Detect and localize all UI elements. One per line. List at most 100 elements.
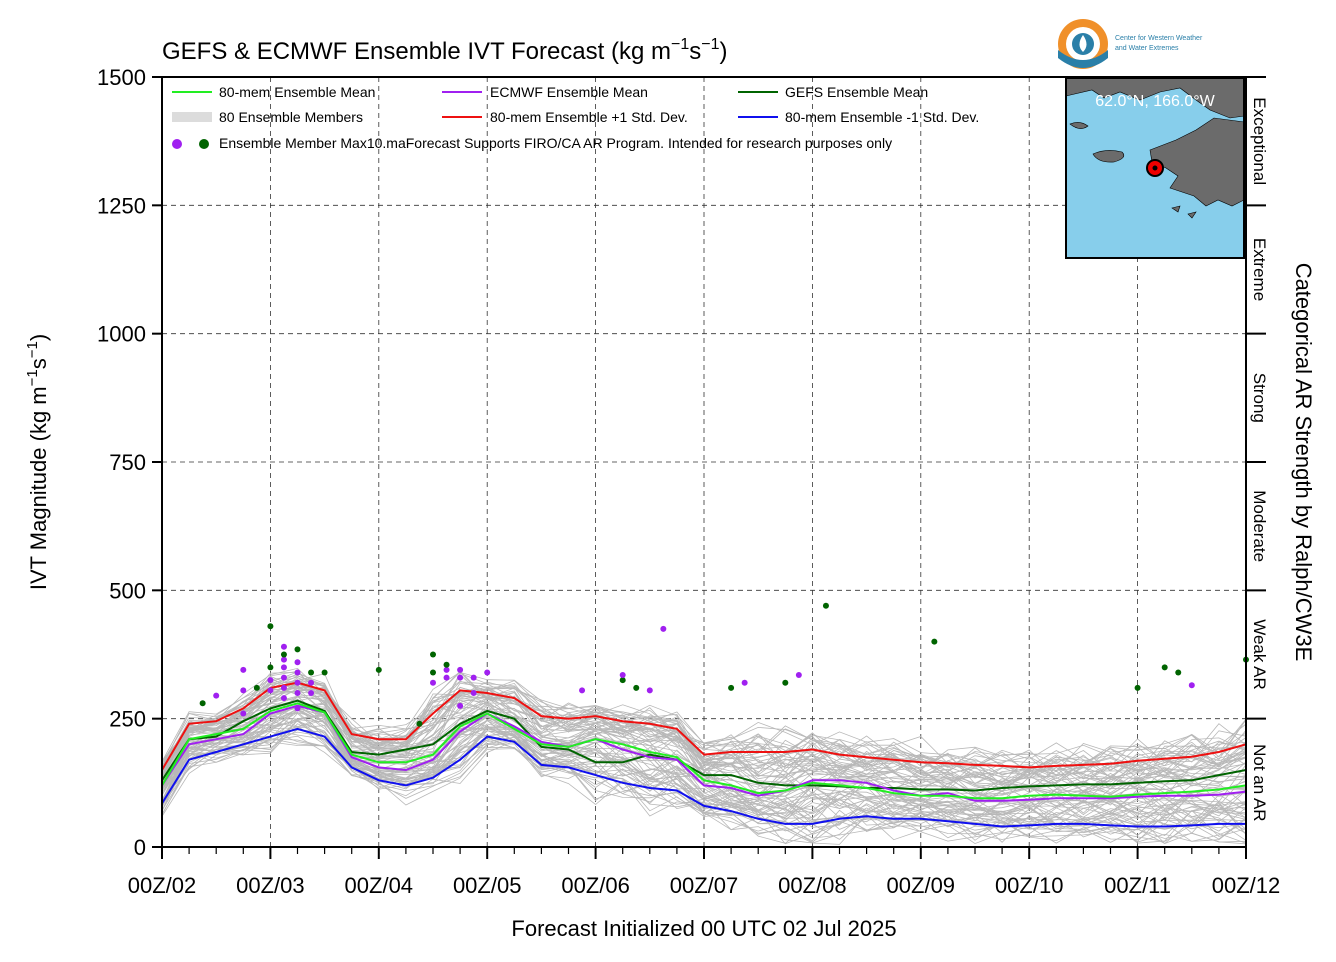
category-label: Moderate: [1250, 490, 1269, 562]
x-tick-label: 00Z/03: [236, 873, 305, 898]
member-max-point-ecmwf: [240, 687, 247, 694]
x-tick-label: 00Z/10: [995, 873, 1064, 898]
member-max-point-gefs: [1134, 684, 1141, 691]
legend-label-ecmwf-mean: ECMWF Ensemble Mean: [490, 84, 648, 100]
legend-label-ens-mean: 80-mem Ensemble Mean: [219, 84, 375, 100]
logo-text-line2: and Water Extremes: [1115, 45, 1179, 52]
x-tick-label: 00Z/02: [128, 873, 197, 898]
member-max-point-ecmwf: [484, 669, 491, 676]
legend-max-dot-ecmwf: [172, 139, 182, 149]
cw3e-logo: Center for Western Weather and Water Ext…: [1058, 19, 1203, 69]
ensemble-member-line: [161, 719, 1247, 836]
member-max-point-ecmwf: [1188, 682, 1195, 689]
member-max-point-ecmwf: [579, 687, 586, 694]
series-line-ens-mean: [161, 702, 1247, 800]
x-axis-label: Forecast Initialized 00 UTC 02 Jul 2025: [511, 916, 896, 941]
member-max-point-ecmwf: [240, 710, 247, 717]
legend-label-max: Ensemble Member Max10.maForecast Support…: [219, 135, 892, 151]
x-tick-label: 00Z/06: [561, 873, 630, 898]
member-max-point-ecmwf: [294, 669, 301, 676]
member-max-point-ecmwf: [294, 690, 301, 696]
member-max-point-gefs: [822, 602, 829, 609]
series-lines: [161, 681, 1247, 828]
ensemble-member-line: [161, 725, 1247, 844]
member-max-point-ecmwf: [280, 684, 287, 691]
member-max-point-ecmwf: [294, 679, 301, 686]
member-max-point-gefs: [375, 666, 382, 673]
ensemble-member-line: [161, 703, 1247, 805]
member-max-point-ecmwf: [795, 672, 802, 679]
member-max-point-gefs: [280, 651, 287, 658]
member-max-point-ecmwf: [457, 674, 464, 681]
member-max-point-ecmwf: [280, 695, 287, 702]
member-max-point-gefs: [931, 638, 938, 645]
legend: 80-mem Ensemble Mean ECMWF Ensemble Mean…: [172, 84, 979, 151]
legend-label-gefs-mean: GEFS Ensemble Mean: [785, 84, 928, 100]
ensemble-member-line: [161, 738, 1247, 844]
legend-label-members: 80 Ensemble Members: [219, 109, 363, 125]
category-label: Weak AR: [1250, 619, 1269, 690]
member-max-point-ecmwf: [457, 666, 464, 673]
legend-max-dot-gefs: [199, 139, 209, 149]
member-max-point-ecmwf: [280, 664, 287, 671]
member-max-point-ecmwf: [280, 643, 287, 650]
ensemble-member-line: [161, 677, 1247, 779]
legend-label-plus-sd: 80-mem Ensemble +1 Std. Dev.: [490, 109, 688, 125]
member-max-point-gefs: [1175, 669, 1182, 676]
member-max-point-gefs: [430, 651, 436, 658]
y-tick-label: 750: [109, 450, 146, 475]
member-max-point-ecmwf: [294, 705, 301, 712]
member-max-point-gefs: [267, 623, 274, 630]
member-max-point-ecmwf: [470, 690, 477, 696]
member-max-point-ecmwf: [470, 674, 477, 681]
category-axis: Not an AR Weak AR Moderate Strong Extreme Exc…: [1246, 76, 1269, 822]
x-tick-label: 00Z/08: [778, 873, 847, 898]
member-max-point-gefs: [1161, 664, 1168, 671]
ensemble-member-line: [161, 682, 1247, 779]
x-tick-label: 00Z/12: [1212, 873, 1281, 898]
member-max-point-ecmwf: [280, 656, 287, 663]
member-max-point-ecmwf: [430, 679, 436, 686]
ensemble-member-line: [161, 679, 1247, 787]
member-max-point-ecmwf: [646, 687, 653, 694]
member-max-point-ecmwf: [660, 625, 667, 632]
category-label: Exceptional: [1250, 97, 1269, 185]
y-axis: 0 250 500 750 1000 1250 1500: [97, 65, 162, 860]
ensemble-member-line: [161, 719, 1247, 833]
y-tick-label: 0: [134, 835, 146, 860]
category-label: Strong: [1250, 373, 1269, 423]
right-axis-label: Categorical AR Strength by Ralph/CW3E: [1291, 263, 1316, 662]
member-max-point-gefs: [416, 720, 423, 727]
ensemble-member-line: [161, 696, 1247, 801]
member-max-point-gefs: [619, 677, 626, 684]
member-max-point-ecmwf: [294, 659, 301, 666]
y-tick-label: 500: [109, 578, 146, 603]
series-line-plus-sd: [161, 681, 1247, 771]
y-tick-label: 1000: [97, 322, 146, 347]
member-max-point-gefs: [308, 669, 315, 676]
member-max-point-gefs: [294, 646, 301, 653]
x-tick-label: 00Z/05: [453, 873, 522, 898]
member-max-point-ecmwf: [308, 690, 315, 696]
ensemble-member-line: [161, 675, 1247, 778]
member-max-point-gefs: [430, 669, 436, 676]
member-max-point-ecmwf: [213, 692, 220, 699]
ensemble-member-line: [161, 686, 1247, 785]
y-tick-label: 1250: [97, 193, 146, 218]
category-label: Not an AR: [1250, 744, 1269, 822]
member-max-point-gefs: [443, 661, 450, 668]
inset-coordinates: 62.0°N, 166.0°W: [1095, 93, 1215, 110]
member-max-point-gefs: [728, 684, 735, 691]
member-max-point-ecmwf: [240, 666, 247, 673]
y-tick-label: 1500: [97, 65, 146, 90]
member-max-point-ecmwf: [267, 677, 274, 684]
location-inset-map: 62.0°N, 166.0°W: [1065, 77, 1245, 259]
series-line-minus-sd: [161, 727, 1246, 828]
x-tick-label: 00Z/04: [345, 873, 414, 898]
chart-title: GEFS & ECMWF Ensemble IVT Forecast (kg m…: [162, 36, 728, 65]
y-tick-label: 250: [109, 707, 146, 732]
member-max-point-ecmwf: [457, 702, 464, 709]
member-max-point-gefs: [782, 679, 789, 686]
x-tick-label: 00Z/07: [670, 873, 739, 898]
